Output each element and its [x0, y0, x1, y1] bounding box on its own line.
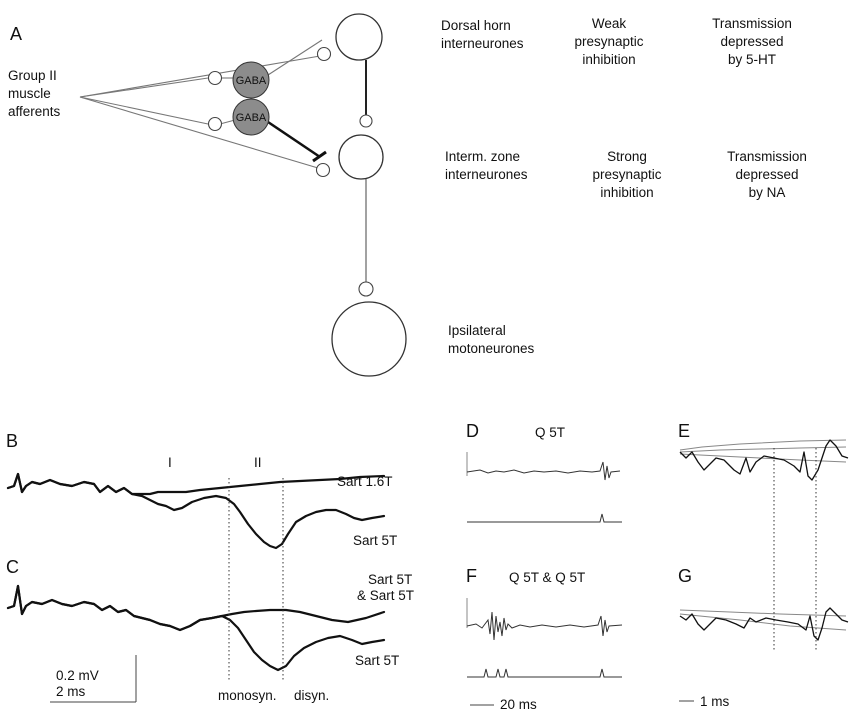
component-i-label: I: [168, 455, 172, 470]
panel-letter-b: B: [6, 431, 18, 451]
interm-name-line1: Interm. zone: [445, 149, 520, 164]
gaba-label-1: GABA: [236, 75, 267, 87]
dorsal-bouton: [316, 46, 332, 62]
gaba-cell-1: [232, 61, 270, 99]
panel-letter-f: F: [466, 566, 477, 586]
interm-transmission-line1: Transmission: [727, 149, 807, 164]
recording-g: [679, 607, 849, 641]
e-grey-trace-2: [679, 446, 847, 453]
interm-zone-interneurone: [338, 134, 384, 180]
ipsilateral-motoneurone: [331, 301, 407, 377]
scale-20ms: 20 ms: [470, 697, 537, 712]
dorsal-name-line2: interneurones: [441, 36, 524, 51]
panel-f-title: Q 5T & Q 5T: [509, 570, 585, 585]
afferent-fibres: [79, 39, 327, 169]
e-grey-trace-1: [679, 439, 847, 451]
panel-letter-c: C: [6, 557, 19, 577]
panel-letter-d: D: [466, 421, 479, 441]
interm-name-line2: interneurones: [445, 167, 528, 182]
motoneurone-label-line2: motoneurones: [448, 341, 535, 356]
trace-c-sart-5t: [6, 584, 386, 672]
monosyn-label: monosyn.: [218, 688, 277, 703]
afferent-to-gaba-bouton-1: [79, 77, 209, 98]
interm-transmission-line3: by NA: [749, 185, 786, 200]
disyn-label: disyn.: [294, 688, 329, 703]
interm-bouton: [315, 162, 331, 178]
dorsal-output-bouton: [359, 114, 373, 128]
label-c-sart-5t-line1: Sart 5T: [368, 572, 412, 587]
gaba-bouton-2: [207, 116, 223, 132]
dorsal-inhibition-line2: presynaptic: [574, 34, 643, 49]
recording-f: [466, 598, 623, 678]
dorsal-name-line1: Dorsal horn: [441, 18, 511, 33]
afferent-to-interm-bouton: [79, 96, 319, 169]
dorsal-transmission-line1: Transmission: [712, 16, 792, 31]
scale-ms-label: 2 ms: [56, 684, 86, 699]
component-ii-label: II: [254, 455, 262, 470]
interm-inhibition-line2: presynaptic: [592, 167, 661, 182]
afferents-label-line2: muscle: [8, 86, 51, 101]
voltage-time-scale-bar: 0.2 mV 2 ms: [50, 655, 137, 703]
f-lower-trace: [467, 668, 622, 678]
afferent-to-dorsal-bouton: [79, 55, 321, 98]
dorsal-inhibition-line1: Weak: [592, 16, 627, 31]
label-c-sart-5t-bottom: Sart 5T: [355, 653, 399, 668]
motoneurone-text: Ipsilateral motoneurones: [448, 323, 535, 356]
panel-d-title: Q 5T: [535, 425, 565, 440]
gaba-to-dorsal-terminal: [267, 39, 323, 76]
e-black-trace: [679, 439, 849, 481]
afferents-label-line1: Group II: [8, 68, 57, 83]
interm-transmission-line2: depressed: [735, 167, 798, 182]
d-upper-trace: [466, 461, 621, 481]
scale-20ms-label: 20 ms: [500, 697, 537, 712]
panel-letter-e: E: [678, 421, 690, 441]
gaba-interneurone-2: GABA: [232, 98, 270, 136]
gaba-to-interm-terminal: [267, 120, 321, 159]
interm-inhibition-line3: inhibition: [600, 185, 653, 200]
gaba-cell-2: [232, 98, 270, 136]
afferents-label-line3: afferents: [8, 104, 61, 119]
d-lower-trace: [467, 513, 622, 523]
f-upper-trace: [466, 611, 623, 641]
dorsal-transmission-line2: depressed: [720, 34, 783, 49]
interm-inhibition-line1: Strong: [607, 149, 647, 164]
label-b-sart-5t: Sart 5T: [353, 533, 397, 548]
scale-1ms: 1 ms: [679, 694, 730, 709]
g-grey-trace-2: [679, 613, 847, 631]
dorsal-transmission-line3: by 5-HT: [728, 52, 776, 67]
scale-1ms-label: 1 ms: [700, 694, 730, 709]
motoneurone-label-line1: Ipsilateral: [448, 323, 506, 338]
gaba-bouton-1: [207, 70, 223, 86]
dorsal-row-text: Dorsal horn interneurones Weak presynapt…: [441, 16, 792, 67]
recording-d: [466, 452, 622, 523]
inhibitory-bar: [312, 150, 327, 163]
dorsal-inhibition-line3: inhibition: [582, 52, 635, 67]
gaba-interneurone-1: GABA: [232, 61, 270, 99]
interm-output-bouton: [358, 281, 374, 297]
label-c-sart-5t-line2: & Sart 5T: [357, 588, 414, 603]
recording-e: [679, 439, 849, 481]
label-sart-1-6t: Sart 1.6T: [337, 474, 393, 489]
afferents-label: Group II muscle afferents: [8, 68, 61, 119]
gaba-input-2: [219, 119, 236, 125]
interm-row-text: Interm. zone interneurones Strong presyn…: [445, 149, 807, 200]
g-grey-trace-1: [679, 609, 847, 617]
dorsal-horn-interneurone: [335, 13, 383, 61]
scale-mv-label: 0.2 mV: [56, 668, 99, 683]
gaba-label-2: GABA: [236, 112, 267, 124]
afferent-to-gaba-bouton-2: [79, 96, 209, 125]
panel-letter-g: G: [678, 566, 692, 586]
g-black-trace: [679, 607, 849, 641]
trace-b-sart-5t: [6, 472, 386, 550]
e-grey-trace-3: [679, 453, 847, 463]
panel-letter-a: A: [10, 24, 22, 44]
